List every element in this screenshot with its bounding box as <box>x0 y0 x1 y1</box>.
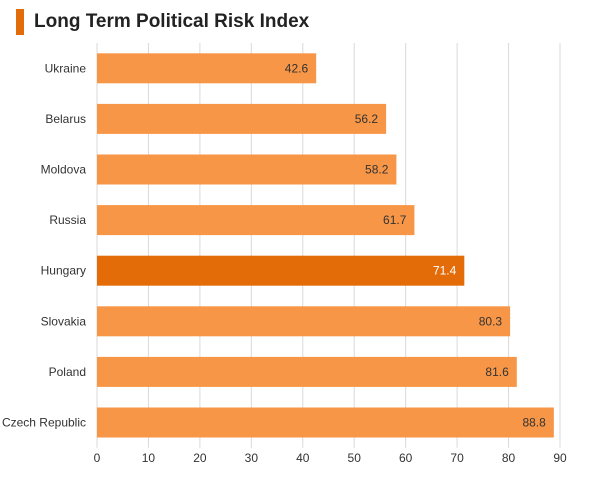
category-label-belarus: Belarus <box>45 112 86 126</box>
gridlines <box>96 43 561 448</box>
data-label-czech-republic: 88.8 <box>522 416 546 430</box>
bar-hungary <box>97 255 465 286</box>
x-tick-label-50: 50 <box>348 451 362 465</box>
category-label-ukraine: Ukraine <box>45 61 87 75</box>
bar-czech-republic <box>97 407 554 438</box>
category-label-russia: Russia <box>49 213 86 227</box>
category-labels: Ukraine Belarus Moldova Russia Hungary Slovak… <box>2 61 86 429</box>
x-tick-label-40: 40 <box>296 451 310 465</box>
data-label-ukraine: 42.6 <box>285 61 309 75</box>
x-tick-label-20: 20 <box>193 451 207 465</box>
bar-ukraine <box>97 53 317 84</box>
bar-russia <box>97 205 415 236</box>
category-label-poland: Poland <box>49 365 86 379</box>
category-label-hungary: Hungary <box>41 264 86 278</box>
x-tick-label-90: 90 <box>553 451 567 465</box>
bar-belarus <box>97 103 387 134</box>
category-label-czech-republic: Czech Republic <box>2 416 86 430</box>
data-label-moldova: 58.2 <box>365 163 389 177</box>
bars <box>97 53 554 438</box>
x-axis-tick-labels: 0 10 20 30 40 50 60 70 80 90 <box>94 451 567 465</box>
data-label-russia: 61.7 <box>383 213 407 227</box>
bar-poland <box>97 356 517 387</box>
category-label-slovakia: Slovakia <box>41 314 87 328</box>
x-tick-label-10: 10 <box>142 451 156 465</box>
data-label-belarus: 56.2 <box>355 112 379 126</box>
x-tick-label-30: 30 <box>245 451 259 465</box>
bar-slovakia <box>97 306 511 337</box>
data-label-hungary: 71.4 <box>433 264 457 278</box>
bar-moldova <box>97 154 397 185</box>
x-tick-label-80: 80 <box>502 451 516 465</box>
data-labels: 42.6 56.2 58.2 61.7 71.4 80.3 81.6 88.8 <box>285 61 546 429</box>
category-label-moldova: Moldova <box>41 163 87 177</box>
x-tick-label-70: 70 <box>450 451 464 465</box>
data-label-slovakia: 80.3 <box>479 314 503 328</box>
x-tick-label-0: 0 <box>94 451 101 465</box>
data-label-poland: 81.6 <box>485 365 509 379</box>
x-tick-label-60: 60 <box>399 451 413 465</box>
chart-title: Long Term Political Risk Index <box>34 11 310 32</box>
title-accent-bar <box>16 9 24 35</box>
chart-title-block: Long Term Political Risk Index <box>16 9 309 35</box>
